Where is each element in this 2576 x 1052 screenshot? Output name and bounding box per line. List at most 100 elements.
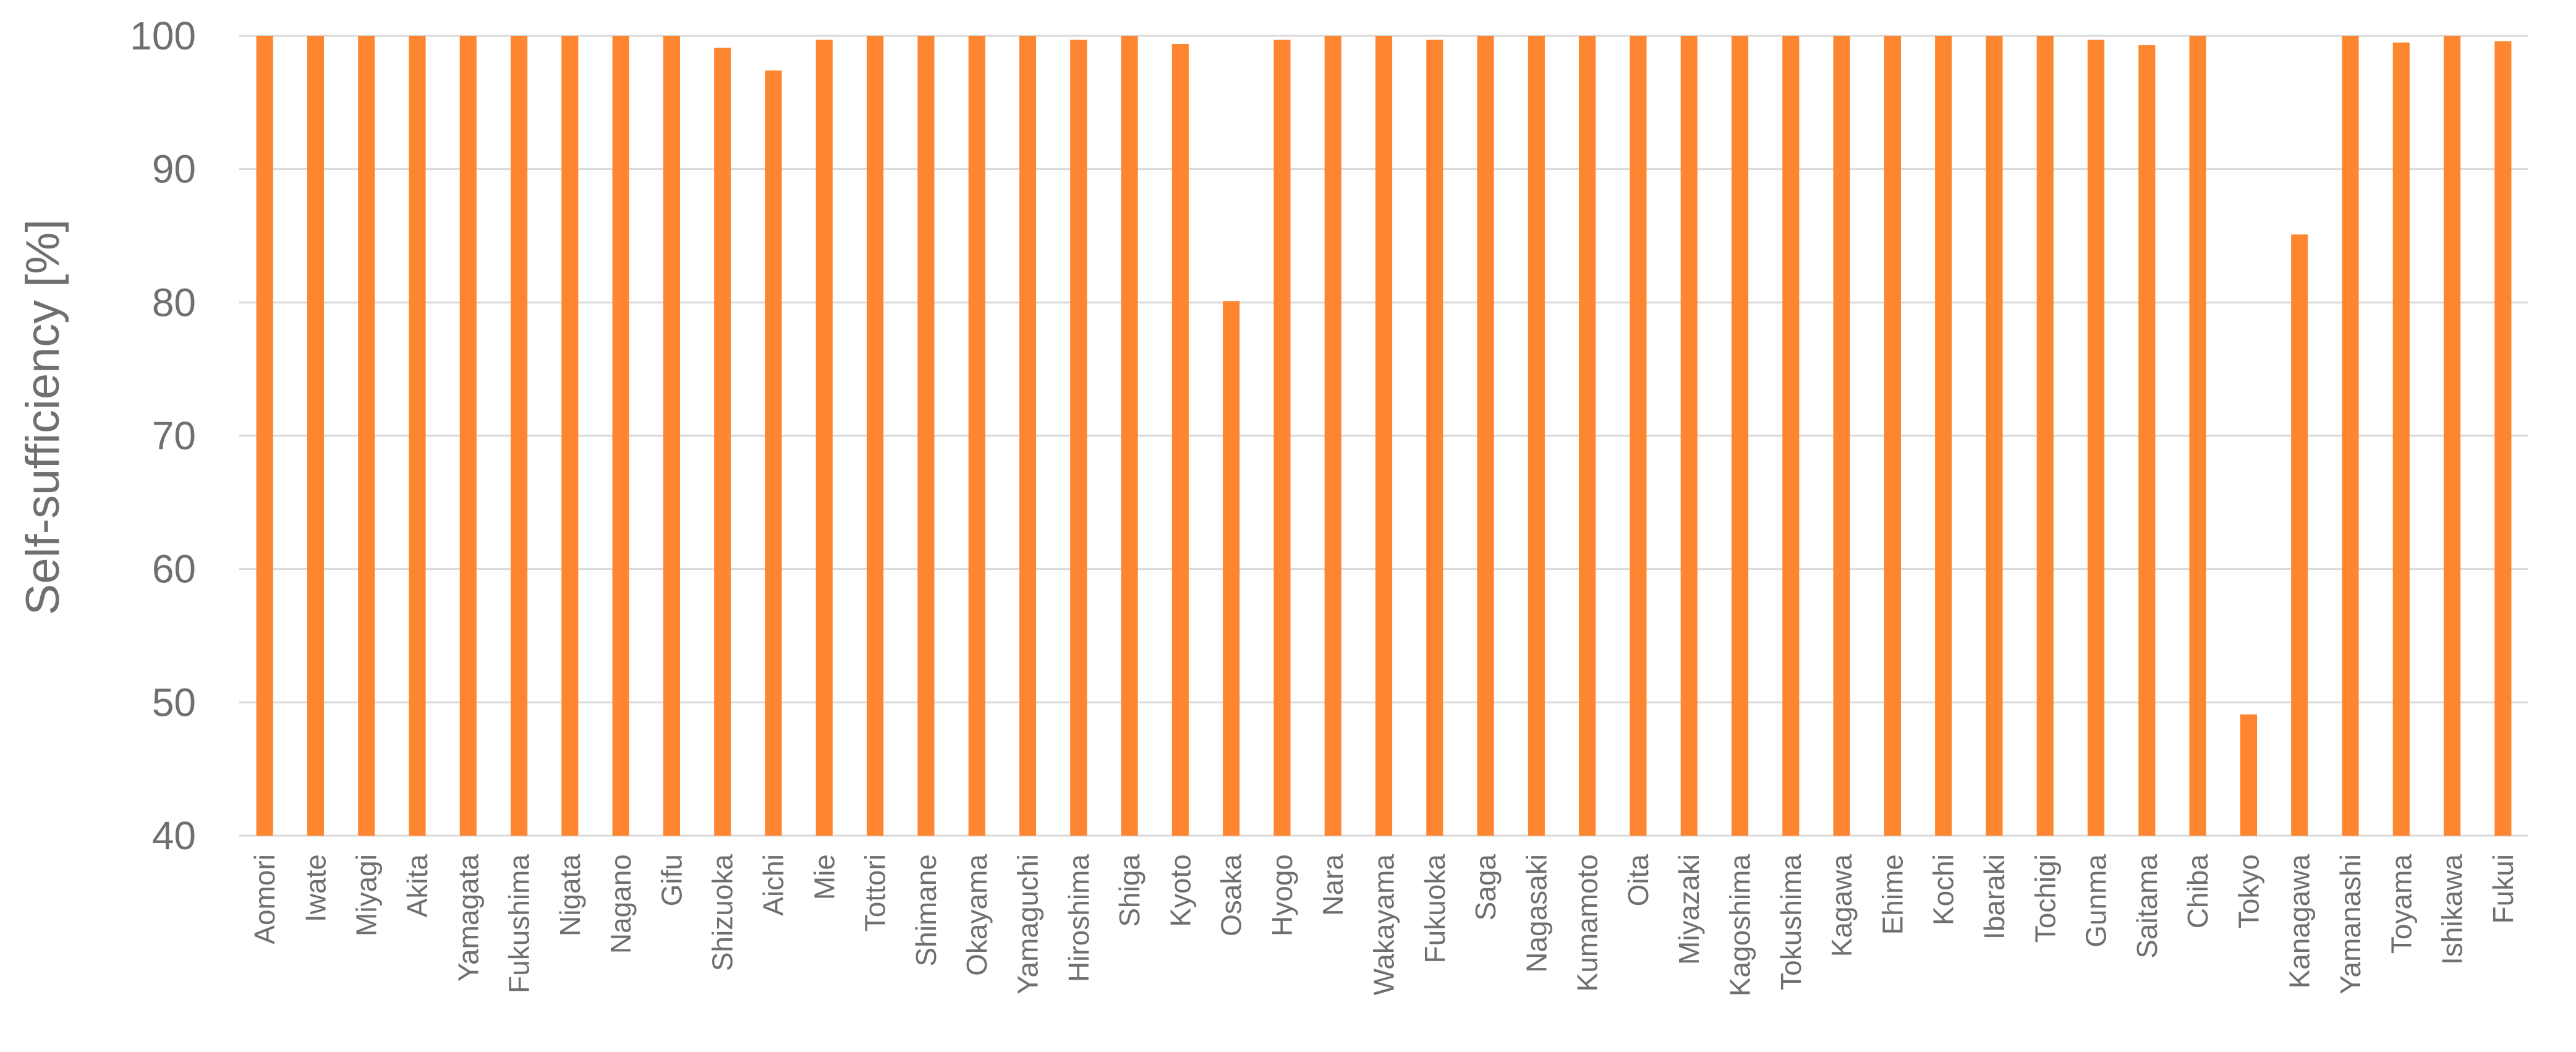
bar-miyagi <box>358 36 375 836</box>
bar-hiroshima <box>1070 40 1087 836</box>
bar-nara <box>1324 36 1341 836</box>
x-tick-label-nigata: Nigata <box>554 854 586 936</box>
bar-miyazaki <box>1680 36 1698 836</box>
bar-ibaraki <box>1986 36 2003 836</box>
bar-fukuoka <box>1426 40 1443 836</box>
x-tick-label-hyogo: Hyogo <box>1266 854 1298 936</box>
x-tick-label-toyama: Toyama <box>2385 854 2417 954</box>
bar-tokyo <box>2240 714 2257 836</box>
x-tick-label-fukui: Fukui <box>2487 854 2519 923</box>
y-axis-ticks: 40 50 60 70 80 90 100 <box>130 14 196 858</box>
x-tick-label-tokyo: Tokyo <box>2232 854 2264 928</box>
bar-iwate <box>307 36 325 836</box>
x-tick-label-nagasaki: Nagasaki <box>1520 854 1552 973</box>
x-tick-label-oita: Oita <box>1622 854 1654 907</box>
bar-shiga <box>1121 36 1138 836</box>
x-tick-label-ibaraki: Ibaraki <box>1978 854 2010 940</box>
bar-kanagawa <box>2291 234 2308 836</box>
x-tick-label-yamaguchi: Yamaguchi <box>1011 854 1044 995</box>
bar-osaka <box>1223 301 1240 836</box>
x-tick-label-iwate: Iwate <box>299 854 331 922</box>
bar-kyoto <box>1171 43 1189 836</box>
x-tick-label-kagawa: Kagawa <box>1826 854 1858 957</box>
bar-fukushima <box>511 36 528 836</box>
bar-ishikawa <box>2443 36 2461 836</box>
x-tick-label-kochi: Kochi <box>1928 854 1960 925</box>
x-tick-label-mie: Mie <box>808 854 840 900</box>
x-tick-label-tokushima: Tokushima <box>1775 854 1807 990</box>
x-tick-label-fukuoka: Fukuoka <box>1419 854 1451 964</box>
bar-hyogo <box>1273 40 1291 836</box>
bar-yamagata <box>459 36 477 836</box>
bars <box>256 36 2512 836</box>
x-tick-label-tochigi: Tochigi <box>2029 854 2061 943</box>
bar-okayama <box>968 36 985 836</box>
bar-saitama <box>2138 45 2156 836</box>
bar-fukui <box>2494 41 2512 836</box>
x-tick-label-kanagawa: Kanagawa <box>2284 854 2316 989</box>
bar-nagasaki <box>1528 36 1545 836</box>
bar-nagano <box>612 36 629 836</box>
y-tick-label-100: 100 <box>130 14 196 58</box>
bar-tokushima <box>1782 36 1800 836</box>
bar-saga <box>1477 36 1494 836</box>
bar-kagoshima <box>1731 36 1749 836</box>
x-tick-label-aichi: Aichi <box>757 854 789 916</box>
bar-shimane <box>917 36 935 836</box>
x-tick-label-gifu: Gifu <box>655 854 687 906</box>
bar-kumamoto <box>1579 36 1596 836</box>
y-tick-label-50: 50 <box>152 680 196 724</box>
x-axis-labels: Aomori Iwate Miyagi Akita Yamagata Fukushima N… <box>249 854 2519 997</box>
x-tick-label-tottori: Tottori <box>859 854 891 931</box>
bar-oita <box>1630 36 1647 836</box>
bar-yamaguchi <box>1019 36 1037 836</box>
y-tick-label-70: 70 <box>152 414 196 458</box>
x-tick-label-nagano: Nagano <box>605 854 637 954</box>
y-tick-label-60: 60 <box>152 547 196 592</box>
x-tick-label-akita: Akita <box>401 854 433 918</box>
x-tick-label-shizuoka: Shizuoka <box>707 854 739 972</box>
x-tick-label-yamanashi: Yamanashi <box>2334 854 2366 995</box>
x-tick-label-yamagata: Yamagata <box>452 854 484 982</box>
x-tick-label-fukushima: Fukushima <box>503 854 535 993</box>
bar-toyama <box>2392 42 2410 836</box>
bar-gifu <box>663 36 681 836</box>
x-tick-label-shimane: Shimane <box>910 854 942 967</box>
bar-kochi <box>1935 36 1952 836</box>
y-tick-label-90: 90 <box>152 147 196 192</box>
x-tick-label-nara: Nara <box>1317 854 1349 916</box>
y-tick-label-40: 40 <box>152 813 196 858</box>
bar-aomori <box>256 36 273 836</box>
bar-kagawa <box>1833 36 1850 836</box>
x-tick-label-miyagi: Miyagi <box>351 854 383 936</box>
bar-ehime <box>1884 36 1901 836</box>
bar-aichi <box>765 70 782 836</box>
x-tick-label-gunma: Gunma <box>2080 854 2112 948</box>
bar-nigata <box>561 36 579 836</box>
x-tick-label-kagoshima: Kagoshima <box>1724 854 1756 997</box>
bar-yamanashi <box>2342 36 2359 836</box>
bar-chiba <box>2189 36 2206 836</box>
x-tick-label-miyazaki: Miyazaki <box>1673 854 1705 965</box>
bar-mie <box>815 40 833 836</box>
x-tick-label-osaka: Osaka <box>1215 854 1248 936</box>
bar-akita <box>409 36 426 836</box>
x-tick-label-wakayama: Wakayama <box>1368 854 1400 996</box>
bar-gunma <box>2087 40 2105 836</box>
bar-tottori <box>867 36 884 836</box>
bar-wakayama <box>1375 36 1393 836</box>
x-tick-label-okayama: Okayama <box>961 854 993 976</box>
x-tick-label-ehime: Ehime <box>1876 854 1908 935</box>
x-tick-label-shiga: Shiga <box>1113 854 1146 927</box>
x-tick-label-aomori: Aomori <box>249 854 281 944</box>
x-tick-label-saga: Saga <box>1469 854 1502 921</box>
x-tick-label-chiba: Chiba <box>2182 854 2214 929</box>
x-tick-label-kumamoto: Kumamoto <box>1571 854 1604 991</box>
y-tick-label-80: 80 <box>152 280 196 325</box>
x-tick-label-ishikawa: Ishikawa <box>2436 854 2468 965</box>
y-axis-title: Self-sufficiency [%] <box>17 219 69 616</box>
bar-tochigi <box>2036 36 2054 836</box>
x-tick-label-saitama: Saitama <box>2131 854 2163 959</box>
x-tick-label-hiroshima: Hiroshima <box>1063 854 1095 982</box>
